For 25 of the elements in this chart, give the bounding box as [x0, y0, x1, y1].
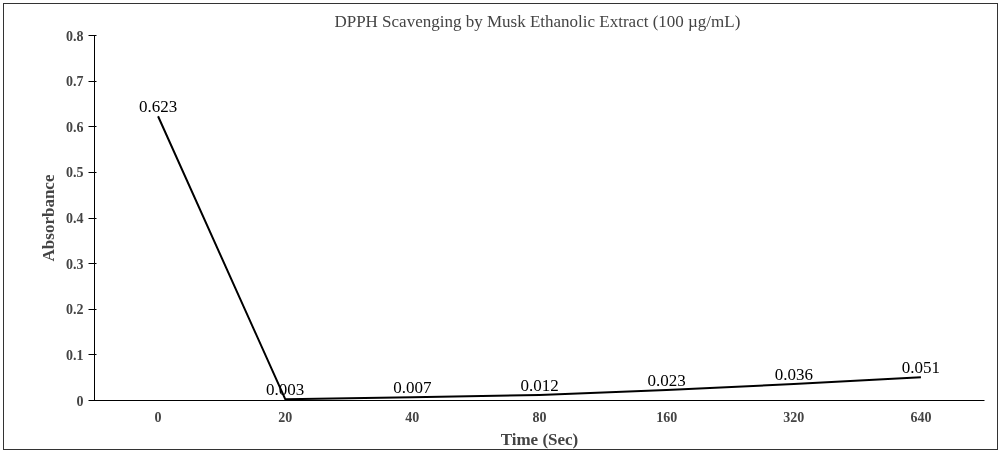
x-tick-label: 160 [656, 409, 678, 425]
data-label: 0.012 [520, 376, 559, 396]
data-label: 0.623 [138, 97, 178, 117]
y-tick-label: 0.2 [66, 302, 84, 318]
y-axis-title: Absorbance [39, 174, 58, 262]
data-label: 0.051 [901, 358, 941, 378]
x-tick-label: 640 [910, 409, 932, 425]
data-label: 0.036 [774, 365, 813, 385]
y-tick-label: 0.1 [66, 347, 84, 363]
x-tick-label: 80 [532, 409, 547, 425]
y-tick-label: 0.6 [66, 119, 84, 135]
y-tick-label: 0.3 [66, 256, 84, 272]
chart-title: DPPH Scavenging by Musk Ethanolic Extract (100 µg/mL) [334, 11, 741, 31]
x-axis-title: Time (Sec) [500, 429, 579, 449]
x-tick-label: 0 [154, 409, 162, 425]
data-label: 0.023 [647, 371, 686, 391]
x-tick-label: 40 [405, 409, 420, 425]
y-tick-label: 0.8 [66, 28, 84, 44]
y-tick-label: 0.7 [66, 74, 84, 90]
y-tick-label: 0 [76, 393, 84, 409]
x-tick-label: 20 [278, 409, 293, 425]
y-tick-label: 0.4 [66, 211, 84, 226]
y-tick-label: 0.5 [66, 165, 84, 181]
data-label: 0.007 [393, 378, 432, 398]
x-tick-label: 320 [783, 409, 805, 425]
